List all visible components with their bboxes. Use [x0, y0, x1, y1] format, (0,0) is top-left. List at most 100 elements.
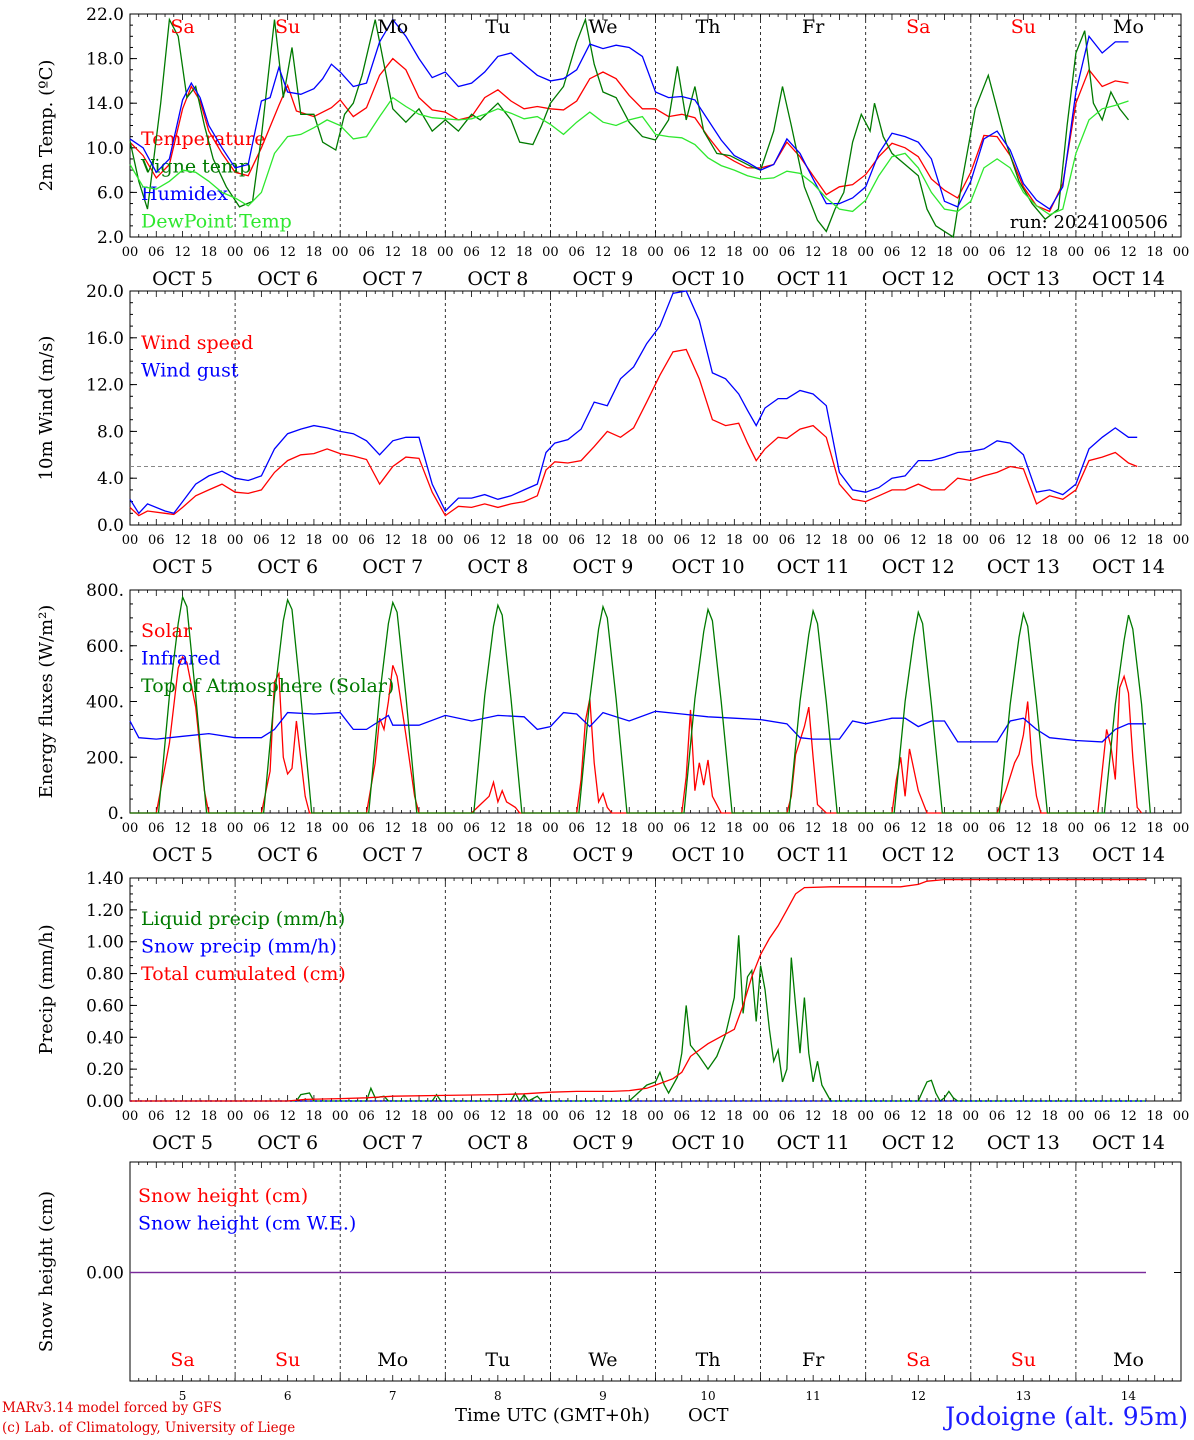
hour-tick-label: 18	[936, 821, 953, 836]
hour-tick-label: 18	[411, 821, 428, 836]
hour-tick-label: 12	[490, 1109, 507, 1124]
hour-tick-label: 00	[122, 821, 139, 836]
date-label: OCT 7	[362, 556, 423, 578]
hour-tick-label: 06	[779, 533, 796, 548]
hour-tick-label: 06	[463, 245, 480, 260]
y-tick-label: 8.0	[97, 422, 124, 442]
date-label: OCT 9	[572, 556, 633, 578]
plot-frame	[129, 589, 1182, 814]
date-label: OCT 9	[572, 844, 633, 866]
hour-tick-label: 18	[831, 1109, 848, 1124]
hour-tick-label: 00	[1173, 821, 1190, 836]
hour-tick-label: 18	[1041, 821, 1058, 836]
legend-entry: Temperature	[141, 128, 265, 150]
hour-tick-label: 06	[884, 821, 901, 836]
date-label: OCT 10	[672, 844, 745, 866]
weekday-label: Su	[275, 16, 300, 38]
date-label: OCT 6	[257, 844, 318, 866]
hour-tick-label: 06	[463, 1109, 480, 1124]
day-number-label: 7	[389, 1389, 397, 1403]
date-label: OCT 8	[467, 844, 528, 866]
date-label: OCT 14	[1092, 1132, 1165, 1154]
legend-entry: Snow height (cm)	[138, 1185, 308, 1207]
day-number-label: 14	[1121, 1389, 1137, 1403]
date-label: OCT 13	[987, 556, 1060, 578]
series-line-green	[130, 594, 1151, 814]
y-tick-label: 18.0	[86, 50, 124, 70]
hour-tick-label: 06	[358, 821, 375, 836]
hour-tick-label: 18	[726, 245, 743, 260]
wind-panel: 0.0 4.0 8.0 12.0 16.0 20.0 10m Wind (m/s) Wind …	[36, 282, 1189, 578]
hour-tick-label: 00	[332, 1109, 349, 1124]
series-line-green	[130, 935, 1146, 1103]
weekday-label: Sa	[906, 16, 930, 38]
hour-tick-label: 06	[1094, 533, 1111, 548]
plot-frame	[129, 13, 1182, 238]
hour-tick-label: 18	[831, 245, 848, 260]
hour-tick-label: 12	[805, 245, 822, 260]
hour-tick-label: 06	[463, 821, 480, 836]
weekday-label: Sa	[906, 1349, 930, 1371]
model-credit: MARv3.14 model forced by GFS	[2, 1400, 222, 1416]
hour-tick-label: 12	[279, 821, 296, 836]
hour-tick-label: 00	[122, 533, 139, 548]
hour-tick-label: 00	[857, 533, 874, 548]
weekday-label: Su	[1011, 1349, 1036, 1371]
hour-tick-label: 00	[647, 1109, 664, 1124]
hour-tick-label: 06	[674, 821, 691, 836]
hour-tick-label: 18	[306, 533, 323, 548]
date-label: OCT 7	[362, 268, 423, 290]
day-number-label: 12	[911, 1389, 926, 1403]
date-label: OCT 5	[152, 844, 213, 866]
hour-tick-label: 18	[201, 821, 218, 836]
hour-tick-label: 06	[1094, 1109, 1111, 1124]
x-axis-title: Time UTC (GMT+0h)	[455, 1405, 650, 1426]
hour-tick-label: 12	[1120, 1109, 1137, 1124]
y-tick-label: 2.0	[97, 228, 124, 248]
weekday-label: We	[588, 1349, 617, 1371]
hour-tick-label: 00	[122, 245, 139, 260]
hour-tick-label: 00	[752, 533, 769, 548]
hour-tick-label: 06	[674, 533, 691, 548]
hour-tick-label: 00	[1068, 245, 1085, 260]
hour-tick-label: 18	[516, 245, 533, 260]
hour-tick-label: 12	[490, 821, 507, 836]
hour-tick-label: 06	[253, 821, 270, 836]
hour-tick-label: 18	[411, 1109, 428, 1124]
series-line-blue	[129, 290, 1138, 515]
y-tick-label: 14.0	[86, 94, 124, 114]
date-label: OCT 5	[152, 268, 213, 290]
weekday-label: Mo	[377, 16, 408, 38]
y-tick-label: 1.00	[86, 933, 124, 953]
energy-panel: 0. 200. 400. 600. 800. Energy fluxes (W/m²) So…	[36, 581, 1189, 866]
hour-tick-label: 12	[384, 245, 401, 260]
series-line-blue	[129, 710, 1146, 743]
hour-tick-label: 12	[595, 821, 612, 836]
weekday-label: Fr	[802, 1349, 825, 1371]
hour-tick-label: 06	[1094, 245, 1111, 260]
date-label: OCT 9	[572, 268, 633, 290]
hour-tick-label: 18	[411, 245, 428, 260]
hour-tick-label: 06	[253, 245, 270, 260]
hour-tick-label: 18	[831, 533, 848, 548]
hour-tick-label: 18	[306, 821, 323, 836]
hour-tick-label: 06	[148, 245, 165, 260]
y-tick-label: 0.60	[86, 996, 124, 1016]
hour-tick-label: 12	[805, 821, 822, 836]
hour-tick-label: 06	[253, 1109, 270, 1124]
hour-tick-label: 00	[227, 821, 244, 836]
hour-tick-label: 12	[1120, 533, 1137, 548]
hour-tick-label: 06	[779, 1109, 796, 1124]
legend-entry: Liquid precip (mm/h)	[141, 908, 345, 930]
hour-tick-label: 12	[910, 245, 927, 260]
hour-tick-label: 12	[490, 245, 507, 260]
hour-tick-label: 00	[122, 1109, 139, 1124]
hour-tick-label: 00	[647, 245, 664, 260]
legend-entry: Infrared	[141, 648, 221, 670]
hour-tick-label: 06	[568, 533, 585, 548]
weekday-label: Th	[696, 1349, 721, 1371]
date-label: OCT 14	[1092, 556, 1165, 578]
hour-tick-label: 00	[1173, 245, 1190, 260]
hour-tick-label: 06	[884, 245, 901, 260]
